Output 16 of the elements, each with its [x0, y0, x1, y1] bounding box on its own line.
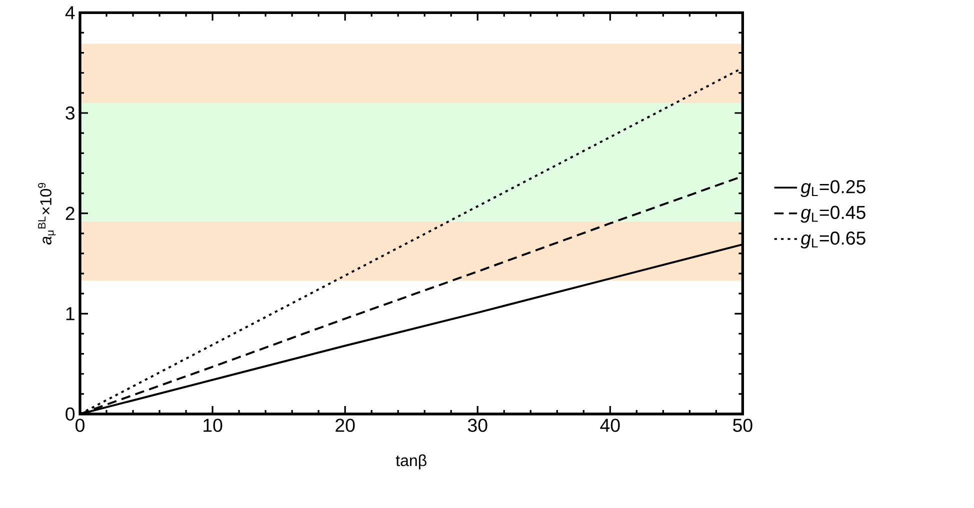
- legend-label: g$_{L}$=0.25: [800, 180, 866, 198]
- x-tick-label: 30: [468, 418, 488, 432]
- y-tick-label: 2: [66, 206, 74, 220]
- x-tick-label: 20: [336, 418, 355, 432]
- y-axis-title: a$_{μ}$$^{BL}$×10$^{9}$: [38, 182, 56, 245]
- y-tick-label: 3: [66, 106, 74, 120]
- y-tick-label: 1: [66, 307, 74, 320]
- legend-label: g$_{L}$=0.45: [800, 206, 866, 223]
- legend-label: g$_{L}$=0.65: [800, 232, 866, 248]
- y-tick-label: 4: [65, 6, 75, 20]
- x-tick-label: 50: [733, 418, 752, 432]
- x-tick-label: 10: [204, 418, 222, 432]
- x-tick-label: 40: [600, 418, 620, 432]
- y-tick-label: 0: [66, 407, 75, 421]
- x-axis-title: tanβ: [396, 454, 426, 470]
- x-tick-label: 0: [76, 418, 84, 432]
